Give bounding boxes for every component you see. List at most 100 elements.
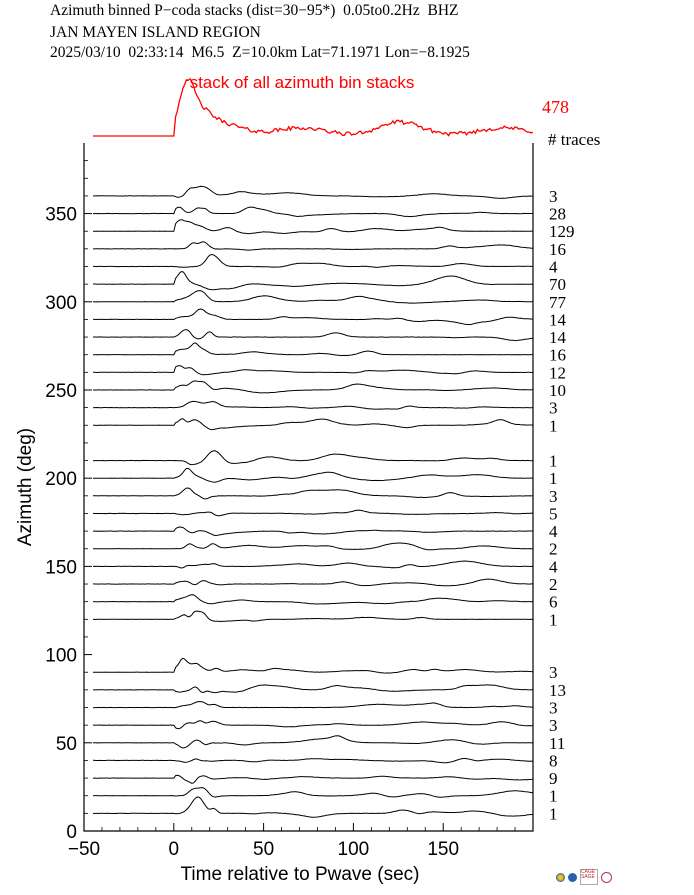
y-tick-label: 350 — [45, 205, 77, 226]
bin-trace-count: 11 — [549, 734, 565, 753]
iris-logo — [556, 872, 565, 882]
bin-trace-count: 77 — [549, 293, 567, 312]
chart-title-line-2: JAN MAYEN ISLAND REGION — [50, 24, 261, 41]
plot-frame — [83, 143, 534, 832]
y-axis-label: Azimuth (deg) — [15, 428, 36, 546]
bin-trace-count: 4 — [549, 557, 558, 576]
x-tick-label: 50 — [253, 839, 274, 860]
y-tick-label: 50 — [56, 734, 77, 755]
y-tick-label: 150 — [45, 557, 77, 578]
azimuth-bin-trace — [92, 758, 534, 764]
azimuth-bin-trace — [93, 542, 534, 551]
nsf-logo — [568, 872, 577, 882]
azimuth-bin-trace — [92, 787, 534, 798]
azimuth-bin-trace — [92, 720, 534, 730]
azimuth-bin-trace — [92, 796, 534, 818]
bin-trace-count: 1 — [549, 416, 558, 435]
y-tick-label: 200 — [45, 469, 77, 490]
bin-trace-count: 1 — [549, 610, 558, 629]
azimuth-bin-trace — [92, 185, 533, 199]
bin-trace-count: 9 — [549, 769, 558, 788]
bin-trace-count: 10 — [549, 381, 566, 400]
trace-counts: 3281291647077141416121031113542426131333… — [549, 187, 575, 823]
azimuth-bin-trace — [92, 290, 534, 304]
azimuth-bin-trace — [93, 657, 534, 674]
bin-trace-count: 28 — [549, 205, 566, 224]
y-tick-label: 300 — [45, 293, 77, 314]
y-tick-label: 0 — [66, 822, 77, 843]
azimuth-bin-trace — [93, 487, 534, 500]
stack-trace-count: 478 — [542, 97, 569, 117]
azimuth-bin-trace — [92, 418, 534, 431]
azimuth-bin-trace — [92, 450, 534, 466]
bin-trace-count: 1 — [549, 469, 558, 488]
azimuth-bin-trace — [92, 400, 534, 410]
trace-stacks — [92, 185, 534, 818]
bin-trace-count: 13 — [549, 681, 566, 700]
plot-frame-line — [83, 143, 534, 832]
x-axis-label: Time relative to Pwave (sec) — [181, 864, 420, 885]
bin-trace-count: 6 — [549, 593, 558, 612]
azimuth-bin-trace — [92, 308, 534, 326]
azimuth-bin-trace — [93, 700, 533, 709]
trace-count-header: # traces — [548, 130, 600, 149]
bin-trace-count: 2 — [549, 540, 558, 559]
azimuth-bin-trace — [93, 365, 533, 376]
azimuth-bin-trace — [92, 594, 534, 605]
bin-trace-count: 4 — [549, 257, 558, 276]
bin-trace-count: 70 — [549, 275, 566, 294]
bin-trace-count: 3 — [549, 699, 558, 718]
azimuth-bin-trace — [92, 219, 533, 235]
azimuth-bin-trace — [93, 735, 534, 749]
azimuth-bin-trace — [93, 241, 533, 251]
bin-trace-count: 3 — [549, 187, 558, 206]
azimuth-bin-trace — [93, 342, 533, 357]
x-tick-label: 150 — [427, 839, 459, 860]
bin-trace-count: 16 — [549, 240, 566, 259]
bin-trace-count: 3 — [549, 716, 558, 735]
bin-trace-count: 4 — [549, 522, 558, 541]
bin-trace-count: 12 — [549, 363, 566, 382]
bin-trace-count: 8 — [549, 751, 558, 770]
azimuth-bin-trace — [92, 380, 533, 394]
azimuth-bin-trace — [93, 329, 534, 342]
azimuth-bin-trace — [92, 526, 534, 537]
azimuth-bin-trace — [92, 467, 534, 483]
chart-title-line-3: 2025/03/10 02:33:14 M6.5 Z=10.0km Lat=71… — [50, 44, 470, 61]
azimuth-bin-trace — [93, 271, 534, 291]
y-axis-ticks: 0 50 100 150 200 250 300 350 — [45, 160, 92, 843]
azimuth-bin-trace — [92, 774, 534, 784]
cage-sage-logo: CAGE SAGE — [580, 869, 598, 885]
bin-trace-count: 3 — [549, 487, 558, 506]
y-tick-label: 100 — [45, 646, 77, 667]
bin-trace-count: 1 — [549, 787, 558, 806]
azimuth-bin-trace — [93, 610, 534, 623]
azimuth-bin-trace — [93, 253, 533, 268]
azimuth-bin-trace — [93, 206, 533, 218]
overall-stack — [93, 77, 534, 137]
y-tick-label: 250 — [45, 381, 77, 402]
bin-trace-count: 129 — [549, 222, 575, 241]
bin-trace-count: 14 — [549, 328, 567, 347]
x-axis-ticks: −50 0 50 100 150 — [68, 823, 516, 860]
x-tick-label: 100 — [338, 839, 370, 860]
x-tick-label: 0 — [169, 839, 180, 860]
bin-trace-count: 1 — [549, 452, 558, 471]
bin-trace-count: 3 — [549, 399, 558, 418]
x-tick-label: −50 — [68, 839, 100, 860]
overall-stack-trace — [93, 77, 534, 137]
azimuth-bin-trace — [92, 578, 533, 587]
chart-title-line-1: Azimuth binned P−coda stacks (dist=30−95… — [50, 2, 459, 19]
azimuth-bin-trace — [92, 509, 534, 517]
sponsor-logos: CAGE SAGE — [556, 869, 612, 885]
stack-label: stack of all azimuth bin stacks — [190, 73, 415, 92]
bin-trace-count: 1 — [549, 804, 558, 823]
azimuth-bin-trace — [92, 560, 534, 569]
bin-trace-count: 3 — [549, 663, 558, 682]
azimuth-bin-trace — [93, 684, 533, 694]
bin-trace-count: 14 — [549, 310, 567, 329]
bin-trace-count: 2 — [549, 575, 558, 594]
bin-trace-count: 5 — [549, 504, 558, 523]
bin-trace-count: 16 — [549, 346, 566, 365]
